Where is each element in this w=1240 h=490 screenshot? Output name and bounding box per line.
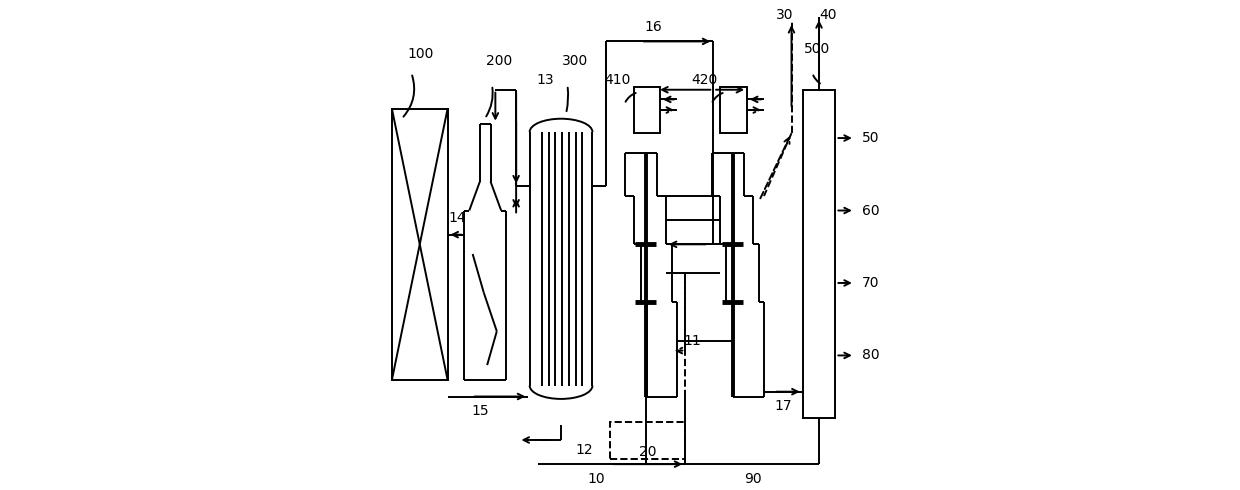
Text: 13: 13: [537, 73, 554, 87]
Text: 15: 15: [471, 404, 489, 418]
Text: 20: 20: [640, 445, 657, 459]
Bar: [634, 87, 660, 133]
Text: 10: 10: [587, 472, 605, 486]
Text: 60: 60: [862, 203, 879, 218]
Text: 80: 80: [862, 348, 879, 363]
Text: 17: 17: [775, 399, 792, 413]
Text: 410: 410: [604, 73, 630, 87]
Bar: [802, 90, 836, 418]
Text: 40: 40: [818, 8, 837, 22]
Text: 90: 90: [744, 472, 761, 486]
Text: 30: 30: [775, 8, 794, 22]
Bar: [610, 421, 686, 459]
Text: 50: 50: [862, 131, 879, 145]
Text: 70: 70: [862, 276, 879, 290]
Text: 500: 500: [804, 42, 831, 56]
Text: 12: 12: [575, 442, 593, 457]
Bar: [720, 87, 746, 133]
Text: 300: 300: [562, 54, 588, 68]
Text: 14: 14: [449, 211, 466, 225]
Text: 11: 11: [683, 334, 702, 348]
Bar: [392, 109, 448, 380]
Text: 420: 420: [691, 73, 717, 87]
Text: 100: 100: [408, 47, 434, 60]
Text: 16: 16: [644, 20, 662, 34]
Text: 200: 200: [486, 54, 512, 68]
